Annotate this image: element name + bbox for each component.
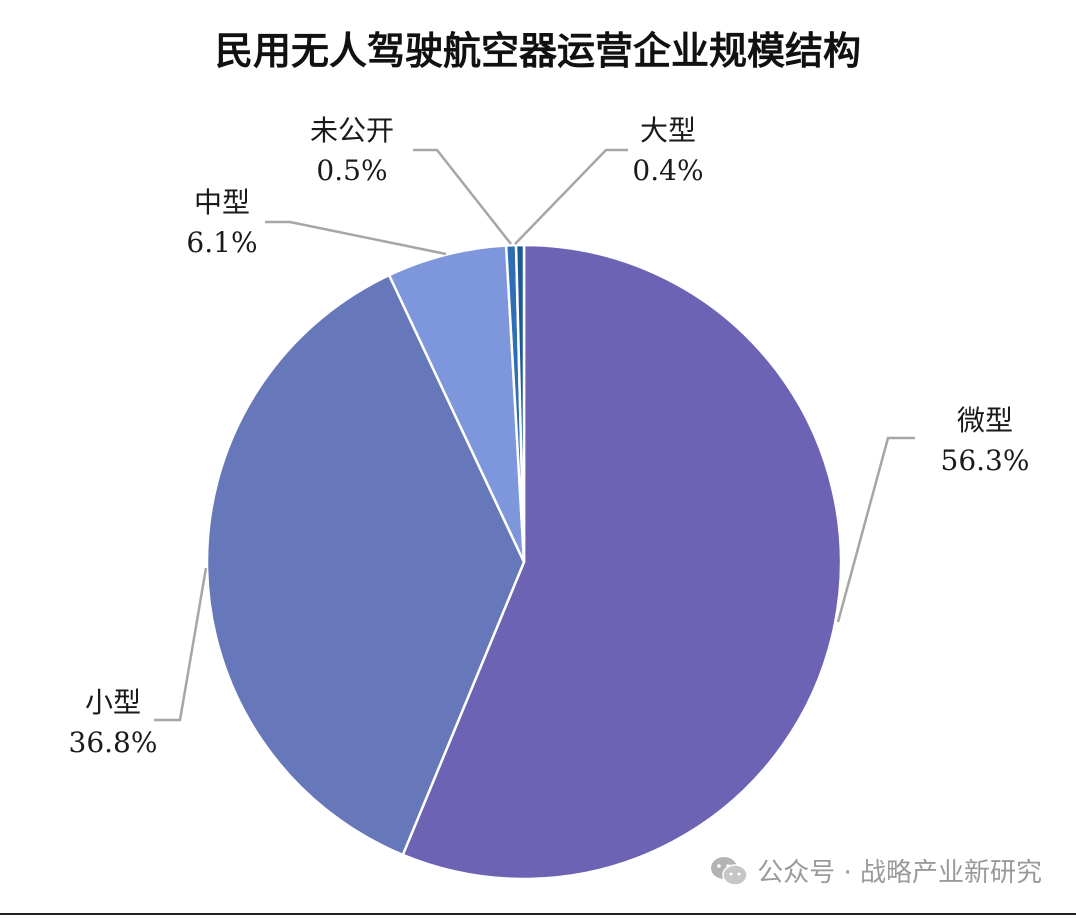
chart-title: 民用无人驾驶航空器运营企业规模结构 [215,28,861,73]
slice-category-label: 未公开 [310,114,394,147]
leader-line [514,148,628,245]
watermark-text: 公众号 · 战略产业新研究 [757,858,1042,888]
slice-value-label: 36.8% [69,726,158,759]
frame-bottom-border [0,913,1076,915]
slice-value-label: 56.3% [941,444,1030,477]
labels-layer: 微型 56.3% 小型 36.8% 中型 6.1% 未公开 0.5% 大型 0.4% [69,114,1030,759]
slices-layer [205,243,843,881]
leader-line [154,567,208,722]
slice-value-label: 0.4% [632,154,703,187]
slice-value-label: 6.1% [186,226,257,259]
leader-line [836,436,915,623]
pie-slice [401,243,843,881]
slice-value-label: 0.5% [316,154,387,187]
watermark: 公众号 · 战略产业新研究 [709,852,1042,889]
pie-slice [387,244,526,563]
slice-category-label: 大型 [640,114,696,147]
pie-slice [514,243,526,563]
leader-lines-layer [154,148,915,722]
leader-line [413,148,512,245]
slice-category-label: 微型 [957,404,1013,437]
slice-category-label: 中型 [194,186,250,219]
wechat-icon [711,856,748,886]
pie-slice [205,273,526,857]
leader-line [265,220,447,256]
slice-category-label: 小型 [85,686,141,719]
